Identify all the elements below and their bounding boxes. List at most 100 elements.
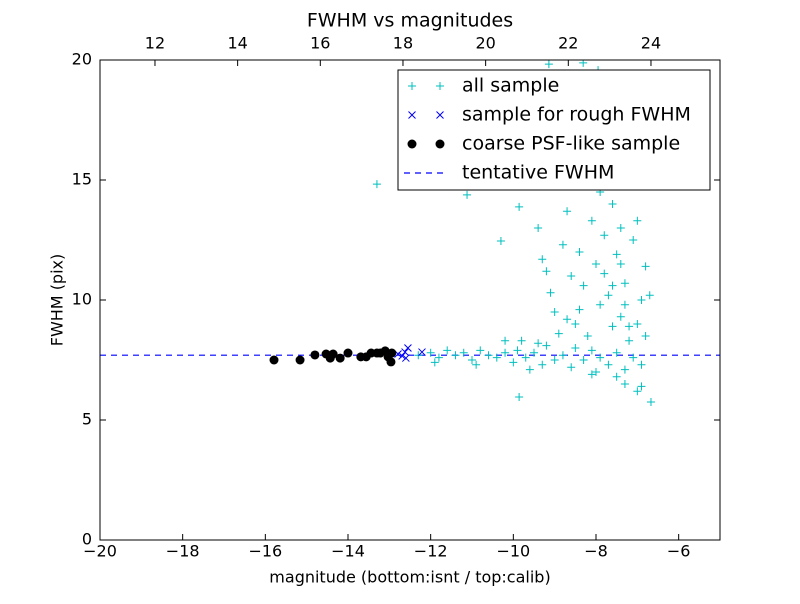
point (451, 351, 460, 360)
point (408, 82, 416, 90)
point (596, 300, 605, 309)
legend: all sample sample for rough FWHM coarse PS… (397, 69, 711, 191)
point (515, 202, 524, 211)
point (436, 111, 444, 119)
point (542, 341, 551, 350)
point (407, 139, 417, 149)
point (625, 336, 634, 345)
point (608, 322, 617, 331)
plot-frame (99, 59, 721, 541)
point (386, 357, 396, 367)
point (637, 296, 646, 304)
point (372, 180, 381, 189)
point (616, 260, 625, 268)
y-tick-label: 0 (82, 530, 92, 549)
point (295, 355, 305, 365)
point (525, 365, 534, 374)
x-tick-label: −12 (414, 542, 448, 561)
point (436, 82, 444, 90)
point (463, 190, 472, 199)
point (468, 356, 476, 364)
point (637, 382, 646, 391)
x-tick-label: −20 (83, 542, 117, 561)
point (567, 363, 576, 372)
point (434, 353, 443, 362)
point (604, 360, 613, 369)
point (645, 291, 654, 300)
point (587, 216, 596, 225)
point (612, 250, 621, 259)
point (501, 348, 510, 357)
point (612, 348, 621, 357)
x-tick-label: −16 (248, 542, 282, 561)
point (501, 336, 510, 345)
point (550, 308, 559, 316)
point (513, 346, 522, 355)
point (625, 322, 634, 331)
point (587, 346, 596, 355)
point (558, 240, 567, 249)
point (616, 312, 625, 321)
x-tick-label: −14 (331, 542, 365, 561)
point (335, 353, 345, 363)
point (616, 224, 625, 232)
point (484, 351, 493, 360)
point (517, 336, 526, 345)
point (534, 224, 543, 232)
point (575, 248, 584, 256)
point (633, 387, 642, 396)
point (563, 315, 572, 324)
legend-label: sample for rough FWHM (462, 104, 691, 126)
y-tick-label: 15 (72, 170, 92, 189)
point (612, 372, 621, 381)
point (426, 348, 435, 357)
point (472, 360, 481, 369)
point (604, 291, 613, 300)
point (343, 348, 353, 358)
point (328, 349, 338, 359)
point (633, 320, 642, 328)
point (515, 392, 524, 401)
x-tick-label: −10 (496, 542, 530, 561)
x-tick-label: −8 (584, 542, 608, 561)
x2-tick-label: 20 (475, 34, 495, 53)
point (521, 353, 530, 362)
x-tick-label: −6 (667, 542, 691, 561)
point (620, 365, 629, 374)
point (546, 288, 555, 297)
point (629, 353, 638, 362)
point (563, 207, 572, 216)
point (509, 358, 518, 367)
legend-box (397, 69, 711, 191)
x2-tick-label: 12 (145, 34, 165, 53)
x2-tick-label: 18 (393, 34, 413, 53)
point (575, 305, 584, 314)
x-axis-label: magnitude (bottom:isnt / top:calib) (269, 568, 550, 587)
point (596, 353, 605, 362)
point (571, 344, 580, 352)
y-tick-label: 5 (82, 410, 92, 429)
point (435, 139, 445, 149)
x2-tick-label: 16 (310, 34, 330, 53)
point (608, 200, 617, 208)
point (554, 329, 563, 338)
point (404, 344, 412, 352)
point (310, 350, 320, 360)
point (387, 348, 397, 358)
y-axis-label: FWHM (pix) (48, 254, 67, 347)
point (459, 348, 468, 357)
point (402, 354, 410, 362)
legend-label: tentative FWHM (462, 162, 614, 184)
point (579, 281, 588, 290)
x-tick-label: −18 (166, 542, 200, 561)
point (620, 380, 629, 388)
point (496, 236, 505, 245)
point (476, 346, 485, 355)
legend-label: coarse PSF-like sample (462, 133, 680, 155)
chart-title: FWHM vs magnitudes (307, 10, 513, 32)
point (430, 358, 439, 367)
point (641, 262, 650, 271)
point (592, 260, 600, 268)
x2-tick-label: 22 (558, 34, 578, 53)
